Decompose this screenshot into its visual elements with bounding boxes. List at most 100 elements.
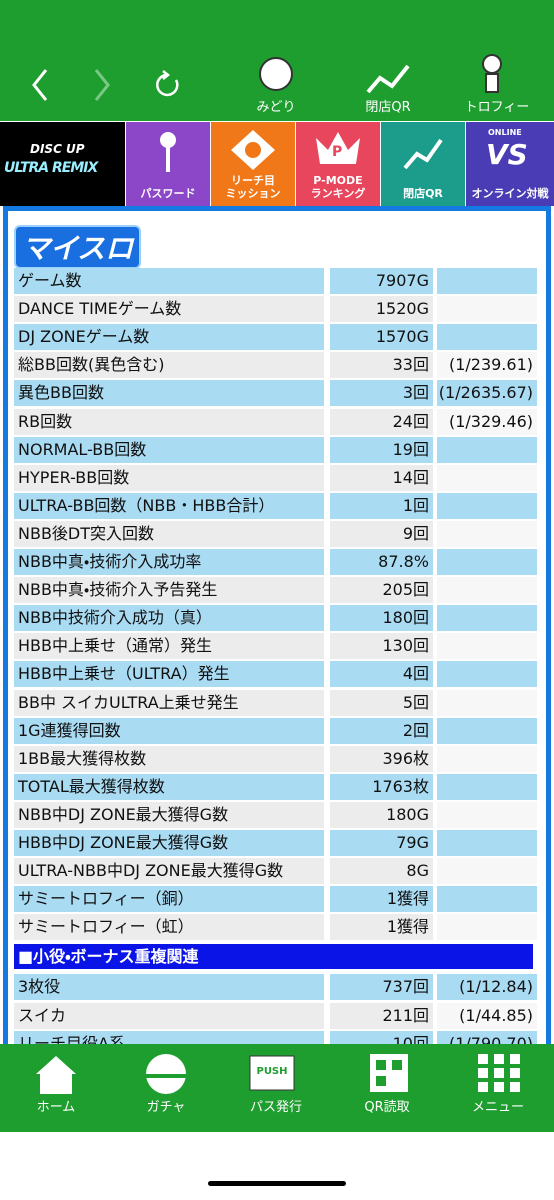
row-value: 7907G	[330, 268, 433, 294]
midori-icon[interactable]	[259, 57, 293, 91]
logo-bottom: ULTRA REMIX	[4, 160, 98, 176]
row-ratio	[437, 633, 537, 660]
row-ratio	[437, 914, 537, 941]
logo-top: DISC UP	[30, 142, 85, 156]
trophy-icon[interactable]	[482, 54, 502, 74]
row-label: NBB中真・技術介入成功率	[14, 549, 324, 575]
row-ratio: (1/329.46)	[437, 408, 537, 435]
reload-arrow	[162, 70, 171, 80]
menu-tile[interactable]: P P-MODE ランキング	[296, 122, 380, 206]
row-label: HBB中上乗せ（ULTRA）発生	[14, 661, 324, 688]
tile-label: リーチ目 ミッション	[211, 174, 295, 200]
row-value: 1520G	[330, 296, 433, 323]
bottom-nav-label[interactable]: パス発行	[249, 1100, 302, 1115]
vs-online: ONLINE	[488, 128, 522, 137]
row-ratio: (1/12.84)	[437, 974, 537, 1001]
menu-tile[interactable]: リーチ目 ミッション	[211, 122, 295, 206]
row-label: TOTAL最大獲得枚数	[14, 773, 324, 800]
row-label: DJ ZONEゲーム数	[14, 324, 324, 351]
row-label: 異色BB回数	[14, 380, 324, 407]
trophy-body	[485, 73, 499, 93]
bottom-nav-label[interactable]: QR読取	[364, 1100, 410, 1115]
row-label: HYPER-BB回数	[14, 464, 324, 491]
row-label: 1G連獲得回数	[14, 717, 324, 744]
qr-icon[interactable]	[366, 64, 410, 94]
bottom-nav-label[interactable]: ホーム	[36, 1100, 76, 1115]
row-value: 14回	[330, 464, 433, 491]
row-ratio	[437, 492, 537, 519]
row-label: 3枚役	[14, 974, 324, 1001]
menu-tile[interactable]: 閉店QR	[381, 122, 465, 206]
row-ratio	[437, 858, 537, 885]
qr-icon	[403, 138, 443, 170]
row-ratio: (1/239.61)	[437, 352, 537, 379]
row-label: 総BB回数(異色含む)	[14, 352, 324, 379]
row-ratio	[437, 689, 537, 716]
tile-label: オンライン対戦	[466, 187, 554, 200]
section-header: ■小役・ボーナス重複関連	[14, 944, 533, 970]
row-label: ゲーム数	[14, 268, 324, 294]
row-value: 737回	[330, 974, 433, 1001]
row-value: 205回	[330, 577, 433, 604]
mission-icon	[231, 130, 275, 170]
menu-icon	[478, 1054, 520, 1092]
row-ratio	[437, 549, 537, 575]
menu-tile[interactable]: パスワード	[126, 122, 210, 206]
row-value: 180G	[330, 801, 433, 828]
menu-bar: DISC UP ULTRA REMIX パスワード リーチ目 ミッション P P-…	[0, 121, 554, 207]
row-label: NBB中真・技術介入予告発生	[14, 577, 324, 604]
bottom-nav-label[interactable]: ガチャ	[146, 1100, 186, 1115]
row-ratio	[437, 886, 537, 913]
row-ratio	[437, 464, 537, 491]
tile-label-line: オンライン対戦	[471, 187, 549, 200]
content-panel: マイスロ ゲーム数 7907G DANCE TIMEゲーム数 1520G DJ ZONE…	[3, 206, 551, 1111]
crown-icon	[316, 132, 360, 164]
row-label: スイカ	[14, 1002, 324, 1029]
tile-label-line: 閉店QR	[403, 187, 443, 200]
row-ratio	[437, 520, 537, 547]
qr-read-icon	[370, 1054, 408, 1092]
row-label: NBB中DJ ZONE最大獲得G数	[14, 801, 324, 828]
row-value: 1獲得	[330, 886, 433, 913]
row-ratio: (1/44.85)	[437, 1002, 537, 1029]
row-value: 1獲得	[330, 914, 433, 941]
tile-label: P-MODE ランキング	[296, 174, 380, 200]
row-label: NBB中技術介入成功（真）	[14, 605, 324, 632]
row-value: 396枚	[330, 745, 433, 772]
row-ratio	[437, 717, 537, 744]
tile-label-line: パスワード	[140, 187, 196, 200]
nav-label[interactable]: トロフィー	[464, 100, 530, 115]
row-ratio: (1/2635.67)	[437, 380, 537, 407]
home-indicator	[208, 1181, 346, 1186]
top-icons	[32, 54, 502, 101]
tile-label-line: ランキング	[310, 187, 366, 200]
back-button[interactable]	[32, 69, 48, 101]
row-value: 211回	[330, 1002, 433, 1029]
row-label: HBB中上乗せ（通常）発生	[14, 633, 324, 660]
vs-icon: VS	[486, 138, 528, 171]
tile-label-line: リーチ目	[231, 174, 275, 187]
nav-label[interactable]: 閉店QR	[365, 100, 411, 115]
row-value: 8G	[330, 858, 433, 885]
row-ratio	[437, 745, 537, 772]
row-ratio	[437, 324, 537, 351]
row-label: DANCE TIMEゲーム数	[14, 296, 324, 323]
nav-label[interactable]: みどり	[256, 100, 296, 115]
row-label: RB回数	[14, 408, 324, 435]
row-value: 1回	[330, 492, 433, 519]
row-value: 24回	[330, 408, 433, 435]
row-value: 87.8%	[330, 549, 433, 575]
push-text: PUSH	[256, 1066, 288, 1077]
menu-tile[interactable]: ONLINE VS オンライン対戦	[466, 122, 554, 206]
row-ratio	[437, 296, 537, 323]
row-ratio	[437, 268, 537, 294]
row-label: NORMAL-BB回数	[14, 436, 324, 463]
reload-button[interactable]	[156, 73, 179, 97]
top-bar: みどり 閉店QR トロフィー	[0, 0, 554, 121]
row-label: ULTRA-NBB中DJ ZONE最大獲得G数	[14, 858, 324, 885]
row-label: HBB中DJ ZONE最大獲得G数	[14, 830, 324, 856]
forward-button[interactable]	[94, 69, 110, 101]
row-value: 9回	[330, 520, 433, 547]
logo-tile[interactable]: DISC UP ULTRA REMIX	[0, 122, 125, 206]
bottom-nav-label[interactable]: メニュー	[471, 1100, 524, 1115]
